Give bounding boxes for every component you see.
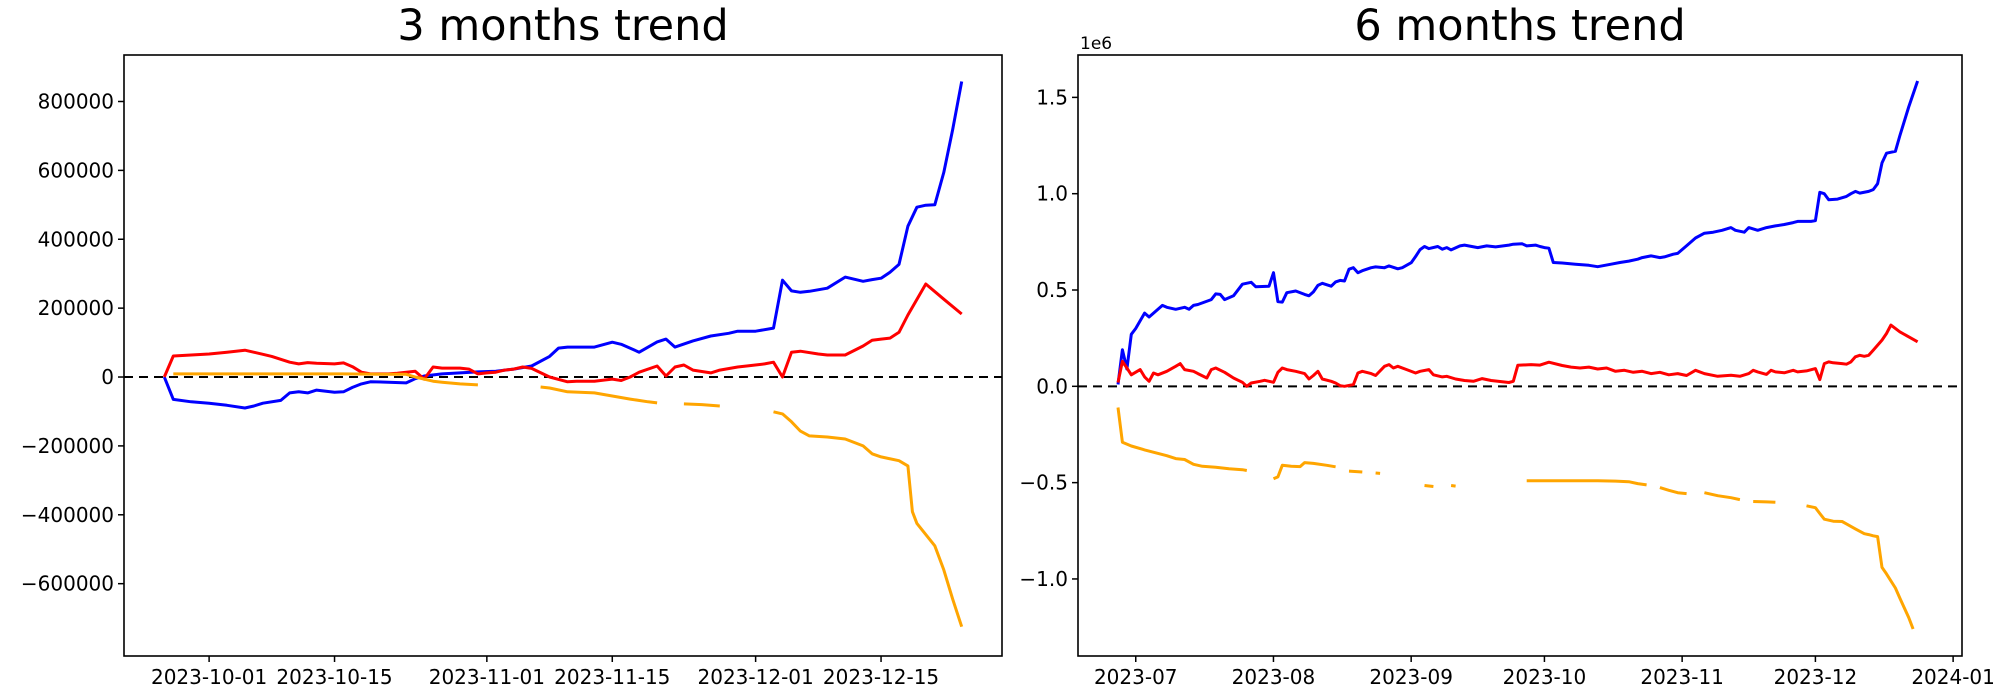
y-tick-label: 600000 bbox=[38, 158, 114, 182]
y-tick-label: 200000 bbox=[38, 296, 114, 320]
x-tick-label: 2023-12-01 bbox=[698, 665, 814, 689]
series-blue-line bbox=[162, 81, 964, 410]
y-tick-label: 1.0 bbox=[1036, 182, 1068, 206]
series-red-line bbox=[162, 282, 963, 384]
series-orange-line bbox=[1659, 486, 1687, 496]
y-tick-label: 400000 bbox=[38, 227, 114, 251]
y-tick-label: 800000 bbox=[38, 89, 114, 113]
x-tick-label: 2023-10 bbox=[1503, 665, 1587, 689]
series-orange-line bbox=[1806, 504, 1915, 630]
chart-3-months-trend: 3 months trend 2023-10-01 2023-10-15 2023-1… bbox=[21, 1, 1003, 689]
x-tick-label: 2024-01 bbox=[1911, 665, 1995, 689]
x-tick-label: 2023-11 bbox=[1640, 665, 1724, 689]
axes-box bbox=[123, 54, 1003, 657]
series-orange-line bbox=[773, 410, 964, 628]
series-orange-line bbox=[1526, 479, 1647, 487]
x-tick-label: 2023-09 bbox=[1369, 665, 1453, 689]
x-tick-label: 2023-10-01 bbox=[151, 665, 267, 689]
x-tick-label: 2023-12 bbox=[1774, 665, 1858, 689]
series-orange-line bbox=[540, 385, 658, 405]
chart-6-months-trend: 6 months trend 1e6 2023-07 2023-08 2023-09 20… bbox=[1019, 1, 1995, 689]
x-tick-label: 2023-11-01 bbox=[429, 665, 545, 689]
series-orange-line bbox=[1704, 491, 1741, 502]
y-tick-label: −200000 bbox=[21, 434, 114, 458]
series-red-line bbox=[1116, 323, 1919, 388]
y-tick-label: 0.5 bbox=[1036, 278, 1068, 302]
y-tick-label: −400000 bbox=[21, 503, 114, 527]
y-tick-label: 1.5 bbox=[1036, 85, 1068, 109]
x-tick-label: 2023-08 bbox=[1232, 665, 1316, 689]
y-tick-label: −1.0 bbox=[1019, 567, 1068, 591]
x-tick-label: 2023-11-15 bbox=[554, 665, 670, 689]
series-orange-line bbox=[683, 402, 720, 408]
x-tick-label: 2023-10-15 bbox=[276, 665, 392, 689]
axes-box bbox=[1077, 54, 1963, 657]
series-orange-line bbox=[1116, 407, 1248, 472]
chart-title: 3 months trend bbox=[397, 1, 728, 51]
y-tick-label: −600000 bbox=[21, 572, 114, 596]
series-orange-line bbox=[173, 372, 478, 387]
x-tick-label: 2023-07 bbox=[1094, 665, 1178, 689]
y-tick-label: 0 bbox=[101, 365, 114, 389]
series-orange-line bbox=[1424, 484, 1434, 488]
x-tick-label: 2023-12-15 bbox=[823, 665, 939, 689]
y-tick-label: −0.5 bbox=[1019, 471, 1068, 495]
series-orange-line bbox=[1272, 461, 1336, 481]
series-blue-line bbox=[1116, 80, 1920, 385]
axis-offset-label: 1e6 bbox=[1080, 34, 1112, 54]
y-tick-label: 0.0 bbox=[1036, 374, 1068, 398]
chart-title: 6 months trend bbox=[1354, 1, 1685, 51]
series-orange-line bbox=[1450, 484, 1456, 488]
series-orange-line bbox=[1753, 500, 1776, 504]
series-orange-line bbox=[1348, 469, 1363, 474]
